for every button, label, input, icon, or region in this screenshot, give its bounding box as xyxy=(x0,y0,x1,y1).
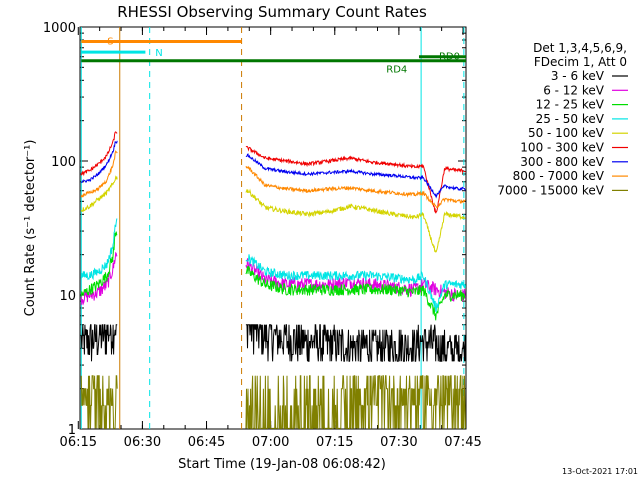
plot-area: 1 10 100 1000 06:15 06:30 06:45 07:00 07:15 07:30… xyxy=(43,21,482,450)
y-tick-label: 1000 xyxy=(43,21,76,36)
legend-label: 12 - 25 keV xyxy=(536,98,605,112)
chart-title: RHESSI Observing Summary Count Rates xyxy=(117,3,427,21)
series-line-8 xyxy=(80,150,466,209)
series-line-3 xyxy=(80,231,466,321)
x-tick-label: 07:30 xyxy=(380,435,417,450)
flag-label: S xyxy=(107,36,113,47)
legend-label: 300 - 800 keV xyxy=(520,155,604,169)
flag-label: N xyxy=(155,48,162,59)
series-line-5 xyxy=(80,175,466,253)
series-line-6 xyxy=(80,131,466,214)
x-axis-label: Start Time (19-Jan-08 06:08:42) xyxy=(178,457,386,472)
y-tick-label: 100 xyxy=(51,155,76,170)
legend-header-line-2: FDecim 1, Att 0 xyxy=(534,55,627,69)
x-tick-label: 06:45 xyxy=(188,435,225,450)
legend-label: 7000 - 15000 keV xyxy=(497,183,604,197)
series-line-9 xyxy=(80,375,466,429)
plot-frame xyxy=(79,26,467,430)
x-tick-label: 07:15 xyxy=(316,435,353,450)
x-tick-label: 06:30 xyxy=(124,435,161,450)
y-tick-label: 10 xyxy=(59,289,76,304)
legend-label: 50 - 100 keV xyxy=(528,126,605,140)
legend-header-line-1: Det 1,3,4,5,6,9, xyxy=(533,41,627,55)
y-tick-label: 1 xyxy=(68,423,76,438)
legend-label: 25 - 50 keV xyxy=(536,112,605,126)
series-line-7 xyxy=(80,140,466,199)
x-tick-label: 07:45 xyxy=(444,435,481,450)
flag-label: RD4 xyxy=(386,65,407,76)
timestamp: 13-Oct-2021 17:01 xyxy=(562,467,638,476)
legend-label: 3 - 6 keV xyxy=(551,69,605,83)
x-tick-label: 06:15 xyxy=(60,435,97,450)
series-line-4 xyxy=(80,218,466,313)
series-line-1 xyxy=(80,324,466,362)
legend-label: 6 - 12 keV xyxy=(543,83,605,97)
legend-label: 800 - 7000 keV xyxy=(513,169,605,183)
y-axis-label: Count Rate (s⁻¹ detector⁻¹) xyxy=(23,140,38,317)
legend-label: 100 - 300 keV xyxy=(520,141,604,155)
flag-label: RD0 xyxy=(439,52,460,63)
x-tick-label: 07:00 xyxy=(252,435,289,450)
